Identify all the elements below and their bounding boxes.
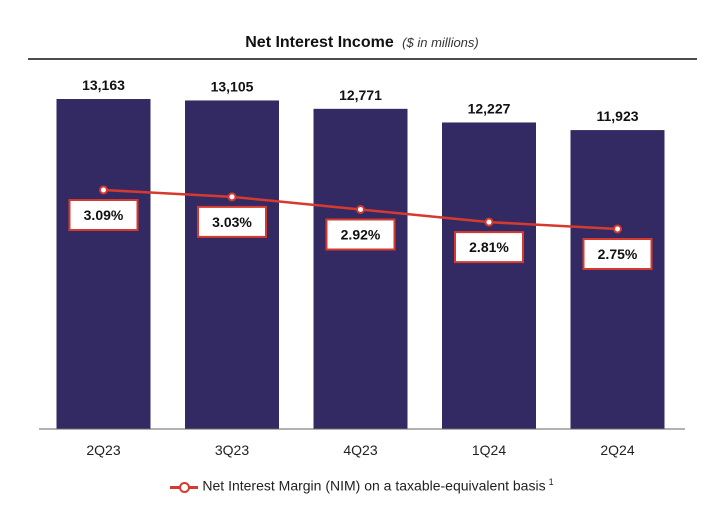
nim-label-box — [197, 205, 267, 238]
chart-title-main: Net Interest Income — [245, 34, 394, 51]
nim-value-label: 2.92% — [341, 227, 381, 243]
x-tick-label: 4Q23 — [343, 442, 377, 458]
chart-title: Net Interest Income ($ in millions) — [0, 34, 724, 52]
bar-value-label: 12,227 — [468, 100, 511, 116]
nim-label-box — [582, 238, 653, 270]
nim-point — [613, 224, 622, 234]
nim-value-label: 3.03% — [212, 214, 252, 230]
chart-legend: Net Interest Margin (NIM) on a taxable-e… — [0, 477, 724, 494]
bar-value-label: 11,923 — [596, 108, 638, 124]
legend-footnote: 1 — [548, 477, 554, 487]
nim-label-box — [68, 199, 139, 231]
nim-point — [99, 185, 108, 195]
bar-2Q24 — [570, 130, 665, 429]
bar-value-label: 13,105 — [211, 78, 254, 94]
bar-value-label: 13,163 — [82, 77, 125, 93]
x-tick-label: 2Q23 — [86, 442, 120, 458]
nim-label-box — [325, 218, 396, 251]
nim-value-label: 2.75% — [598, 246, 638, 262]
chart-subtitle: ($ in millions) — [402, 35, 479, 50]
legend-label: Net Interest Margin (NIM) on a taxable-e… — [202, 477, 546, 494]
bar-3Q23 — [185, 100, 279, 430]
bar-value-label: 12,771 — [339, 87, 382, 103]
nim-value-label: 2.81% — [469, 239, 509, 255]
bar-1Q24 — [442, 122, 536, 430]
nim-point — [227, 192, 237, 202]
x-tick-label: 2Q24 — [600, 442, 634, 458]
bar-2Q23 — [56, 99, 151, 429]
nim-point — [484, 217, 494, 227]
x-tick-label: 3Q23 — [215, 442, 249, 458]
nim-point — [356, 205, 365, 214]
nim-value-label: 3.09% — [84, 207, 124, 223]
legend-line-marker-icon — [170, 480, 199, 494]
x-tick-label: 1Q24 — [472, 442, 506, 458]
nim-label-box — [454, 231, 524, 264]
bar-4Q23 — [313, 108, 408, 429]
